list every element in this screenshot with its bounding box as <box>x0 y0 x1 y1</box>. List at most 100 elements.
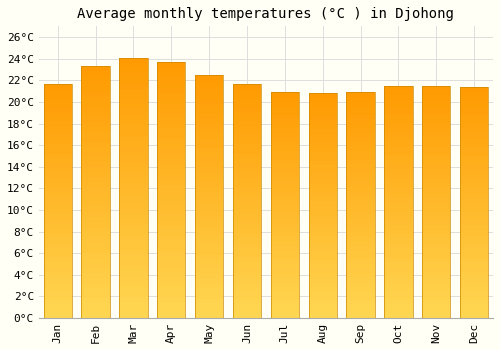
Bar <box>195 230 224 235</box>
Bar <box>195 201 224 206</box>
Bar <box>195 289 224 294</box>
Bar <box>44 116 72 121</box>
Bar <box>157 267 186 272</box>
Bar <box>82 157 110 162</box>
Bar <box>119 188 148 193</box>
Bar <box>270 137 299 142</box>
Bar <box>422 137 450 141</box>
Bar <box>460 244 488 248</box>
Bar <box>195 138 224 143</box>
Bar <box>195 167 224 172</box>
Bar <box>157 169 186 175</box>
Bar <box>460 272 488 276</box>
Bar <box>82 247 110 252</box>
Bar <box>44 88 72 93</box>
Bar <box>270 110 299 115</box>
Bar <box>157 82 186 88</box>
Bar <box>308 228 337 232</box>
Bar <box>44 313 72 318</box>
Bar <box>308 98 337 102</box>
Bar <box>195 216 224 221</box>
Bar <box>270 268 299 273</box>
Bar <box>157 210 186 216</box>
Bar <box>270 92 299 97</box>
Bar <box>422 313 450 318</box>
Bar <box>460 286 488 290</box>
Bar <box>422 299 450 304</box>
Bar <box>44 266 72 271</box>
Bar <box>346 160 375 164</box>
Bar <box>270 97 299 101</box>
Bar <box>195 299 224 303</box>
Bar <box>460 262 488 267</box>
Bar <box>195 80 224 85</box>
Bar <box>384 234 412 239</box>
Bar <box>82 71 110 76</box>
Bar <box>460 133 488 138</box>
Bar <box>346 282 375 286</box>
Bar <box>82 147 110 152</box>
Bar <box>422 244 450 248</box>
Bar <box>346 268 375 273</box>
Bar <box>460 96 488 101</box>
Bar <box>119 313 148 318</box>
Bar <box>346 124 375 128</box>
Bar <box>157 175 186 180</box>
Bar <box>270 174 299 178</box>
Bar <box>44 262 72 266</box>
Bar <box>82 212 110 217</box>
Bar <box>157 236 186 241</box>
Bar <box>119 224 148 230</box>
Bar <box>157 134 186 139</box>
Bar <box>157 159 186 164</box>
Bar <box>157 149 186 154</box>
Bar <box>270 201 299 205</box>
Bar <box>82 283 110 288</box>
Bar <box>195 211 224 216</box>
Bar <box>44 131 72 135</box>
Bar <box>157 144 186 149</box>
Bar <box>460 258 488 262</box>
Bar <box>308 273 337 278</box>
Bar <box>384 109 412 113</box>
Bar <box>195 85 224 90</box>
Bar <box>157 277 186 282</box>
Bar <box>384 86 412 318</box>
Bar <box>233 233 261 238</box>
Bar <box>422 272 450 276</box>
Bar <box>384 146 412 151</box>
Bar <box>195 187 224 191</box>
Bar <box>82 288 110 293</box>
Bar <box>384 267 412 272</box>
Bar <box>233 84 261 88</box>
Bar <box>346 205 375 210</box>
Bar <box>460 300 488 304</box>
Bar <box>384 127 412 132</box>
Bar <box>233 159 261 163</box>
Bar <box>308 102 337 107</box>
Bar <box>308 93 337 318</box>
Bar <box>82 262 110 268</box>
Bar <box>270 309 299 314</box>
Bar <box>346 219 375 223</box>
Bar <box>270 232 299 237</box>
Bar <box>270 191 299 196</box>
Bar <box>233 210 261 215</box>
Bar <box>195 250 224 255</box>
Bar <box>119 219 148 224</box>
Bar <box>270 133 299 137</box>
Bar <box>82 258 110 262</box>
Bar <box>119 209 148 214</box>
Bar <box>233 84 261 318</box>
Bar <box>460 152 488 156</box>
Bar <box>195 153 224 158</box>
Bar <box>44 84 72 88</box>
Bar <box>157 200 186 205</box>
Bar <box>384 313 412 318</box>
Bar <box>460 276 488 281</box>
Bar <box>308 287 337 291</box>
Bar <box>422 86 450 90</box>
Bar <box>233 177 261 182</box>
Bar <box>270 169 299 174</box>
Bar <box>157 292 186 298</box>
